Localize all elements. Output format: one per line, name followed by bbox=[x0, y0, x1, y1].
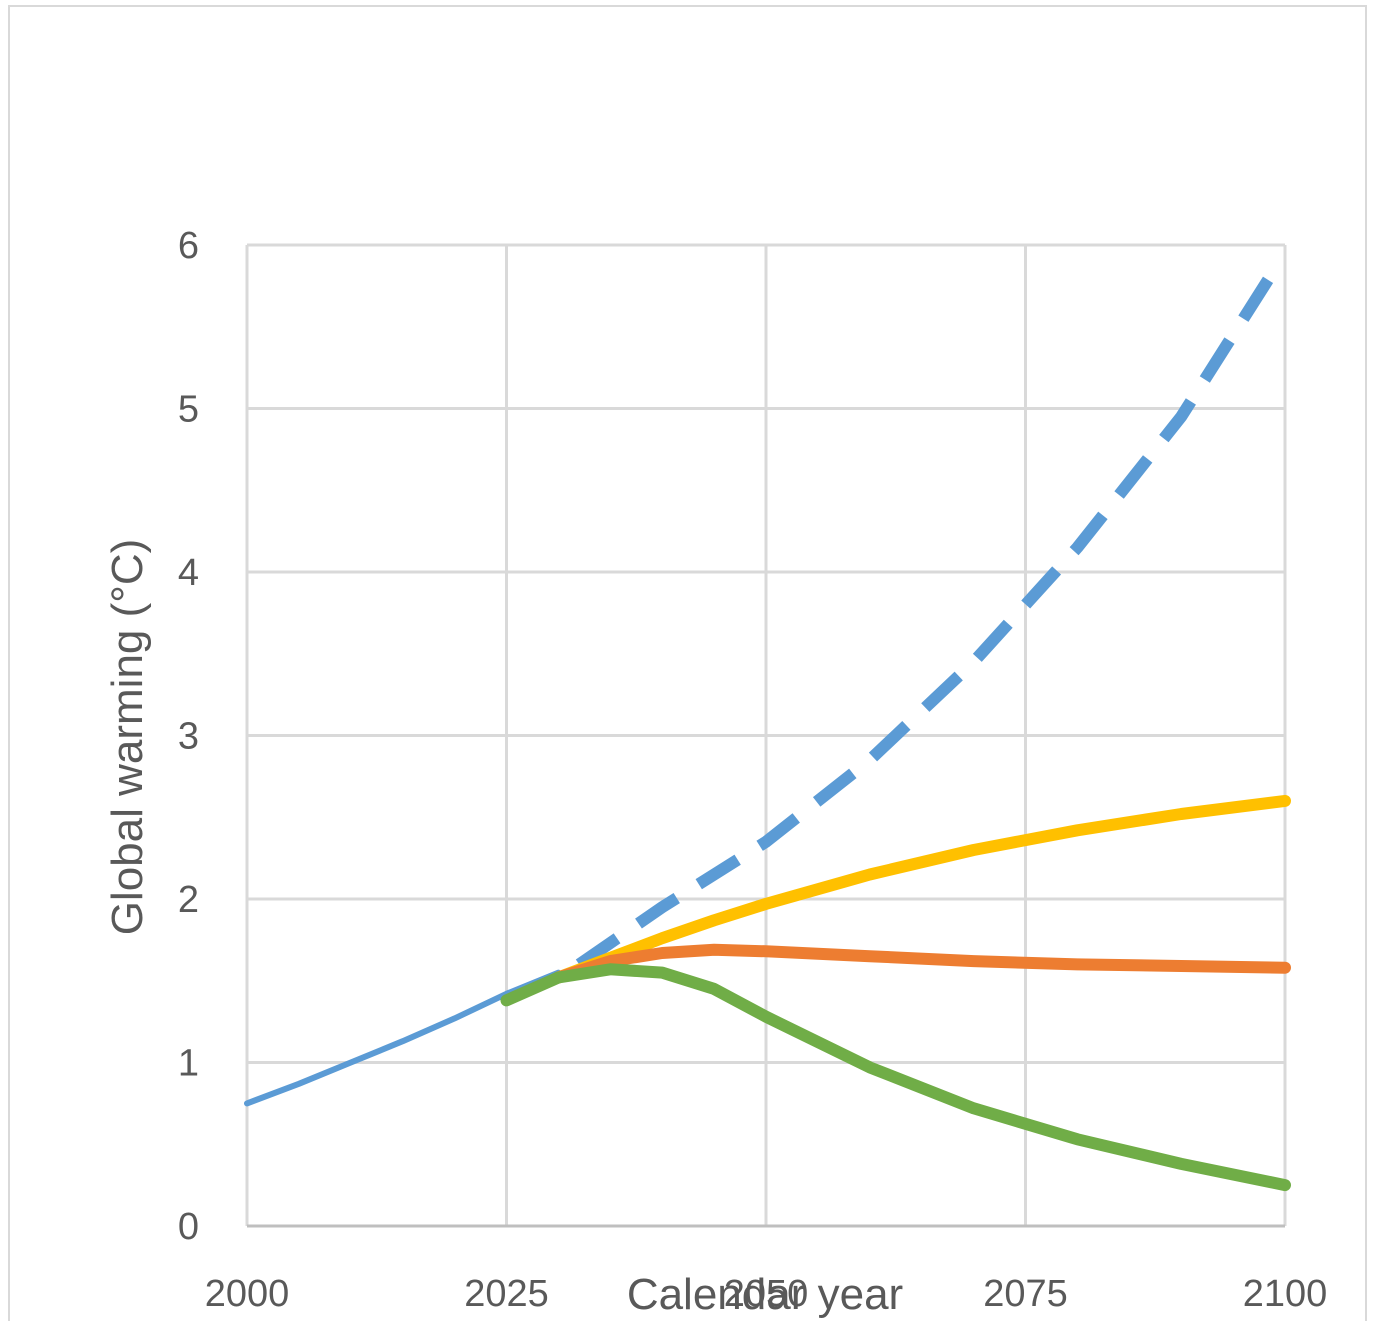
y-tick-label: 4 bbox=[178, 552, 199, 594]
series-line-2 bbox=[575, 266, 1280, 970]
chart-frame: 0 1 2 3 4 5 6 2000 2025 2050 2075 2100 Global warmi… bbox=[8, 5, 1367, 1321]
y-axis-title: Global warming (°C) bbox=[103, 539, 152, 936]
y-tick-label: 0 bbox=[178, 1206, 199, 1248]
series-line-5 bbox=[500, 963, 1291, 1192]
x-tick-label: 2025 bbox=[464, 1273, 549, 1315]
line-chart: 0 1 2 3 4 5 6 2000 2025 2050 2075 2100 Global warmi… bbox=[103, 225, 1327, 1319]
y-tick-label: 5 bbox=[178, 389, 199, 431]
series-line-3 bbox=[552, 794, 1291, 984]
axes bbox=[245, 245, 1285, 1228]
gridlines bbox=[247, 243, 1287, 1226]
x-tick-label: 2000 bbox=[205, 1273, 290, 1315]
y-tick-label: 3 bbox=[178, 716, 199, 758]
y-tick-label: 6 bbox=[178, 225, 199, 267]
x-axis-title: Calendar year bbox=[627, 1270, 903, 1319]
x-tick-label: 2100 bbox=[1243, 1273, 1328, 1315]
x-tick-label: 2050 bbox=[724, 1273, 809, 1315]
series-group bbox=[244, 266, 1291, 1192]
series-line-4 bbox=[552, 943, 1291, 984]
y-tick-label: 2 bbox=[178, 879, 199, 921]
x-tick-label: 2075 bbox=[983, 1273, 1068, 1315]
tick-labels: 0 1 2 3 4 5 6 2000 2025 2050 2075 2100 bbox=[178, 225, 1327, 1315]
y-tick-label: 1 bbox=[178, 1043, 199, 1085]
series-line-1 bbox=[244, 969, 562, 1107]
